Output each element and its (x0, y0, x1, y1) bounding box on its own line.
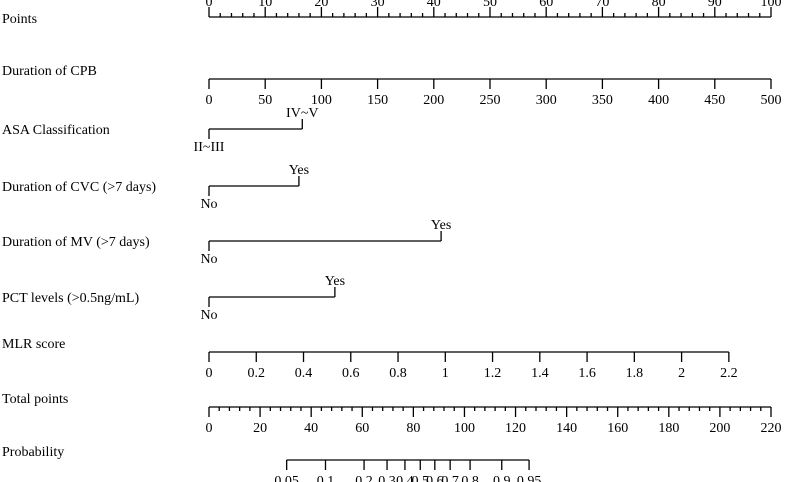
tick-label-points: 10 (258, 0, 272, 10)
tick-label-total-points: 120 (505, 421, 526, 436)
tick-label-total-points: 0 (206, 421, 213, 436)
tick-label-points: 0 (206, 0, 213, 10)
tick-label-points: 90 (708, 0, 722, 10)
row-label-probability: Probability (2, 445, 64, 460)
tick-label-duration-of-cpb: 100 (311, 93, 332, 108)
category-label-pct-levels-0-5ng-ml: Yes (325, 274, 345, 289)
tick-label-duration-of-cpb: 300 (536, 93, 557, 108)
tick-label-points: 30 (371, 0, 385, 10)
tick-label-mlr-score: 0 (206, 366, 213, 381)
tick-label-mlr-score: 0.8 (389, 366, 407, 381)
tick-label-duration-of-cpb: 350 (592, 93, 613, 108)
tick-label-points: 60 (539, 0, 553, 10)
tick-label-mlr-score: 1 (442, 366, 449, 381)
tick-label-duration-of-cpb: 50 (258, 93, 272, 108)
tick-label-total-points: 200 (709, 421, 730, 436)
tick-label-mlr-score: 1.8 (626, 366, 644, 381)
tick-label-total-points: 160 (607, 421, 628, 436)
tick-label-total-points: 140 (556, 421, 577, 436)
tick-label-duration-of-cpb: 200 (423, 93, 444, 108)
tick-label-probability: 0.05 (274, 474, 299, 482)
tick-label-total-points: 180 (658, 421, 679, 436)
row-label-total-points: Total points (2, 392, 68, 407)
tick-label-mlr-score: 0.6 (342, 366, 360, 381)
tick-label-total-points: 40 (304, 421, 318, 436)
tick-label-probability: 0.4 (396, 474, 414, 482)
row-label-mlr-score: MLR score (2, 337, 65, 352)
tick-label-probability: 0.1 (317, 474, 335, 482)
row-label-asa-classification: ASA Classification (2, 123, 110, 138)
tick-label-mlr-score: 2.2 (720, 366, 738, 381)
tick-label-probability: 0.7 (441, 474, 459, 482)
tick-label-probability: 0.5 (412, 474, 430, 482)
tick-label-probability: 0.3 (378, 474, 396, 482)
tick-label-duration-of-cpb: 0 (206, 93, 213, 108)
tick-label-points: 100 (761, 0, 782, 10)
tick-label-points: 20 (314, 0, 328, 10)
tick-label-probability: 0.2 (355, 474, 373, 482)
row-label-points: Points (2, 12, 37, 27)
row-label-duration-of-cpb: Duration of CPB (2, 64, 97, 79)
category-label-duration-of-mv-7-days: No (200, 252, 217, 267)
row-label-pct-levels-0-5ng-ml: PCT levels (>0.5ng/mL) (2, 291, 139, 306)
tick-label-probability: 0.95 (517, 474, 542, 482)
tick-label-mlr-score: 2 (678, 366, 685, 381)
tick-label-duration-of-cpb: 500 (761, 93, 782, 108)
tick-label-probability: 0.8 (461, 474, 479, 482)
category-label-duration-of-mv-7-days: Yes (431, 218, 451, 233)
category-label-duration-of-cvc-7-days: No (200, 197, 217, 212)
tick-label-points: 80 (652, 0, 666, 10)
tick-label-mlr-score: 1.6 (578, 366, 596, 381)
tick-label-mlr-score: 0.4 (295, 366, 313, 381)
tick-label-duration-of-cpb: 400 (648, 93, 669, 108)
tick-label-mlr-score: 1.2 (484, 366, 502, 381)
row-label-duration-of-mv-7-days: Duration of MV (>7 days) (2, 235, 150, 250)
tick-label-total-points: 100 (454, 421, 475, 436)
category-label-asa-classification: II~III (194, 140, 225, 155)
tick-label-mlr-score: 0.2 (248, 366, 266, 381)
tick-label-probability: 0.9 (493, 474, 511, 482)
tick-label-probability: 0.6 (426, 474, 444, 482)
tick-label-points: 40 (427, 0, 441, 10)
tick-label-total-points: 220 (761, 421, 782, 436)
row-label-duration-of-cvc-7-days: Duration of CVC (>7 days) (2, 180, 156, 195)
tick-label-total-points: 80 (406, 421, 420, 436)
tick-label-points: 50 (483, 0, 497, 10)
tick-label-duration-of-cpb: 450 (704, 93, 725, 108)
tick-label-points: 70 (595, 0, 609, 10)
category-label-pct-levels-0-5ng-ml: No (200, 308, 217, 323)
category-label-duration-of-cvc-7-days: Yes (289, 163, 309, 178)
tick-label-duration-of-cpb: 150 (367, 93, 388, 108)
category-label-asa-classification: IV~V (286, 106, 318, 121)
tick-label-total-points: 20 (253, 421, 267, 436)
tick-label-mlr-score: 1.4 (531, 366, 549, 381)
tick-label-total-points: 60 (355, 421, 369, 436)
tick-label-duration-of-cpb: 250 (480, 93, 501, 108)
